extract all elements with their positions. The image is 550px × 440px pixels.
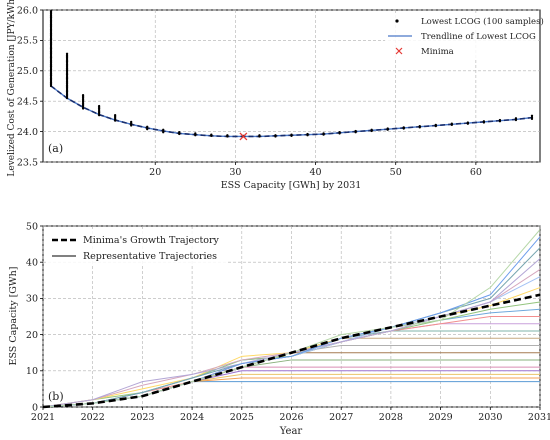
panel-a-label: (a) (48, 142, 63, 155)
panel-b-minima-trajectory (42, 293, 541, 409)
panel-a-x-axis-label: ESS Capacity [GWh] by 2031 (221, 180, 362, 191)
trendline-dashed (50, 85, 533, 138)
panel-a-x-ticks: 20 30 40 50 60 (149, 162, 482, 178)
panel-b: 2021 2022 2023 2024 2025 2026 2027 2028 2029 2030… (8, 221, 550, 437)
legend-minima-label: Minima (421, 47, 454, 57)
panel-b-y-tick-label: 50 (26, 221, 38, 232)
sample-point (226, 135, 229, 138)
sample-point (274, 135, 277, 138)
sample-point (178, 132, 181, 136)
panel-a-frame (42, 9, 541, 163)
panel-b-y-tick-label: 30 (26, 294, 38, 305)
sample-point (450, 123, 453, 127)
panel-a-y-tick-label: 26.0 (17, 5, 38, 16)
panel-b-x-tick-label: 2031 (528, 412, 550, 423)
panel-b-x-tick-label: 2022 (81, 412, 105, 423)
sample-point (514, 118, 518, 122)
sample-point (146, 128, 149, 131)
sample-point (97, 114, 101, 117)
minima-marker-stroke (239, 132, 248, 141)
panel-b-x-tick-label: 2023 (130, 412, 154, 423)
panel-a-legend: Lowest LCOG (100 samples) Trendline of L… (385, 14, 544, 60)
panel-a-trendline (50, 85, 533, 138)
panel-b-x-tick-label: 2027 (329, 412, 353, 423)
sample-point (386, 128, 389, 131)
panel-a-minima (239, 132, 248, 141)
sample-point (130, 124, 133, 127)
sample-point (498, 120, 502, 123)
panel-b-x-tick-label: 2028 (379, 412, 403, 423)
sample-point (258, 135, 261, 138)
panel-a-x-tick-label: 60 (470, 167, 482, 178)
sample-point (65, 97, 69, 100)
panel-b-x-tick-label: 2029 (429, 412, 453, 423)
panel-b-y-tick-label: 20 (26, 330, 38, 341)
sample-point (210, 134, 213, 138)
sample-point (162, 131, 165, 134)
sample-point (418, 126, 421, 129)
panel-a-y-tick-label: 24.5 (17, 97, 38, 108)
panel-a-y-tick-label: 25.5 (17, 36, 38, 47)
minima-trajectory-line (42, 293, 541, 409)
panel-b-x-tick-label: 2030 (478, 412, 502, 423)
sample-point (81, 107, 85, 110)
legend-representative-label: Representative Trajectories (83, 251, 217, 262)
panel-a-x-tick-label: 50 (390, 167, 402, 178)
panel-a-y-tick-label: 25.0 (17, 66, 38, 77)
panel-b-x-tick-label: 2025 (230, 412, 254, 423)
panel-a-x-tick-label: 20 (149, 167, 161, 178)
panel-b-y-tick-label: 0 (32, 402, 38, 413)
sample-point (354, 131, 357, 134)
panel-b-legend: Minima's Growth Trajectory Representativ… (47, 230, 227, 266)
sample-point (434, 124, 437, 128)
sample-point (338, 132, 341, 135)
sample-point (370, 129, 373, 133)
legend-minima-marker (395, 47, 403, 55)
panel-b-x-tick-label: 2024 (180, 412, 204, 423)
panel-a-y-tick-label: 24.0 (17, 127, 38, 138)
panel-a-samples (49, 10, 534, 138)
sample-point (194, 134, 197, 137)
panel-a-y-ticks: 23.5 24.0 24.5 25.0 25.5 26.0 (17, 5, 43, 168)
panel-b-y-tick-label: 10 (26, 366, 38, 377)
panel-b-y-tick-label: 40 (26, 258, 38, 269)
sample-point (322, 133, 325, 136)
panel-a-x-tick-label: 40 (310, 167, 322, 178)
legend-samples-label: Lowest LCOG (100 samples) (421, 16, 544, 27)
panel-a-y-tick-label: 23.5 (17, 157, 38, 168)
panel-b-x-ticks: 2021 2022 2023 2024 2025 2026 2027 2028 2029 2030… (31, 407, 550, 423)
panel-a-legend-box (385, 14, 536, 60)
sample-point (306, 134, 309, 137)
panel-a: 20 30 40 50 60 23.524.024.525.025.526.0 (a) … (7, 0, 544, 191)
panel-b-x-axis-label: Year (279, 426, 303, 437)
panel-a-y-axis-label: Levelized Cost of Generation [JPY/kWh] (7, 0, 17, 177)
legend-trend-label: Trendline of Lowest LCOG (421, 32, 536, 42)
sample-point (290, 134, 293, 138)
sample-point (530, 117, 534, 120)
sample-point (466, 122, 470, 125)
sample-point (49, 84, 53, 88)
trendline-solid (50, 85, 533, 138)
sample-point (482, 121, 486, 124)
panel-b-y-ticks: 0 10 20 30 40 50 (26, 221, 43, 413)
panel-a-x-tick-label: 30 (229, 167, 241, 178)
legend-samples-marker (395, 19, 399, 23)
sample-point (113, 119, 117, 122)
panel-b-label: (b) (48, 390, 64, 403)
legend-minima-trajectory-label: Minima's Growth Trajectory (83, 235, 220, 246)
panel-b-legend-box (47, 230, 227, 266)
panel-b-y-axis-label: ESS Capacity [GWh] (8, 267, 19, 366)
sample-point (402, 127, 405, 130)
panel-b-x-tick-label: 2026 (279, 412, 303, 423)
panel-b-x-tick-label: 2021 (31, 412, 55, 423)
